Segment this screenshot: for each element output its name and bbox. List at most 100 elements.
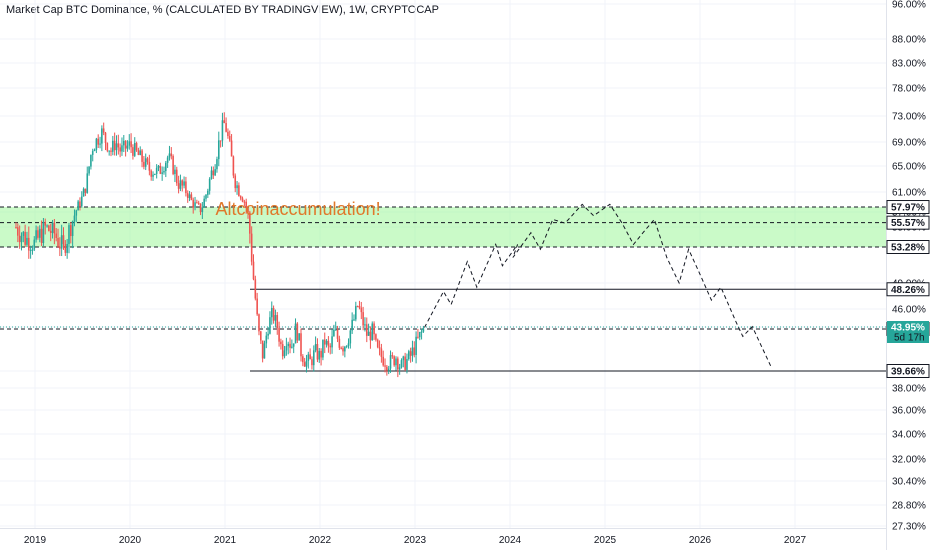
candle-body — [161, 172, 163, 174]
candle-body — [165, 162, 167, 172]
candle-body — [112, 140, 114, 152]
candle-body — [59, 246, 61, 249]
candle-body — [281, 344, 284, 357]
candle-body — [292, 343, 295, 347]
candle-body — [422, 328, 425, 332]
chart-title: Market Cap BTC Dominance, % (CALCULATED … — [6, 4, 439, 16]
candle-body — [387, 368, 390, 371]
projection-path — [424, 203, 772, 368]
candle-body — [285, 346, 288, 351]
candle-body — [29, 249, 32, 251]
candle-body — [132, 147, 134, 156]
candle-body — [68, 225, 70, 244]
candle-body — [287, 343, 290, 347]
candle-body — [168, 153, 171, 158]
candle-body — [369, 331, 372, 341]
candle-body — [409, 351, 412, 356]
candle-body — [243, 201, 246, 203]
candle-body — [143, 161, 145, 167]
candle-body — [227, 131, 229, 137]
candle-body — [75, 210, 78, 216]
candle-body — [35, 230, 37, 240]
candle-body — [110, 150, 112, 152]
candle-body — [124, 140, 127, 149]
candle-body — [269, 317, 271, 334]
level-tag — [886, 240, 930, 254]
accumulation-zone — [0, 207, 886, 247]
time-axis[interactable]: 2019 2020 2021 2022 2023 2024 2025 2026 2027 — [0, 528, 886, 550]
candle-body — [152, 174, 154, 177]
candle-body — [119, 147, 121, 152]
price-tick-label: 83.00% — [892, 59, 926, 70]
candle-body — [314, 344, 317, 351]
candle-body — [413, 347, 416, 355]
time-tick-label: 2019 — [24, 535, 47, 546]
candle-body — [17, 227, 19, 236]
candle-body — [186, 193, 189, 198]
price-tick-label: 65.00% — [892, 162, 926, 173]
candle-body — [199, 203, 202, 213]
candle-body — [219, 140, 222, 142]
candle-body — [190, 194, 193, 200]
time-tick-label: 2022 — [309, 535, 332, 546]
candle-body — [117, 143, 120, 148]
candle-body — [309, 354, 311, 360]
candle-body — [139, 150, 142, 155]
grid — [0, 0, 886, 528]
candle-body — [247, 207, 249, 213]
candle-body — [37, 230, 39, 238]
candle-body — [113, 140, 116, 151]
horizontal-levels — [0, 206, 886, 372]
candle-body — [144, 158, 147, 167]
candle-body — [115, 143, 118, 151]
candle-body — [360, 307, 363, 313]
candle-body — [303, 362, 306, 367]
candle-body — [417, 336, 419, 338]
candle-body — [325, 340, 328, 345]
candle-body — [183, 181, 185, 186]
time-axis-bg — [0, 528, 886, 550]
candle-body — [55, 233, 57, 239]
candle-body — [228, 136, 231, 141]
candle-body — [154, 173, 156, 175]
candle-body — [141, 150, 143, 162]
candle-body — [294, 323, 297, 344]
candle-body — [270, 307, 273, 318]
candle-body — [214, 169, 216, 176]
candle-body — [236, 185, 238, 189]
candle-body — [327, 340, 330, 346]
candle-body — [323, 339, 326, 345]
candle-body — [66, 243, 68, 253]
candle-body — [57, 238, 59, 247]
candle-body — [128, 141, 131, 146]
candle-body — [353, 319, 355, 321]
candle-body — [137, 150, 140, 155]
candle-body — [188, 194, 191, 198]
candle-body — [192, 199, 195, 208]
candle-body — [217, 140, 220, 160]
price-tick-label: 34.00% — [892, 430, 926, 441]
candle-body — [15, 227, 17, 228]
candle-body — [221, 120, 224, 141]
level-tag — [886, 282, 930, 297]
candle-body — [344, 346, 346, 352]
candle-body — [106, 142, 109, 151]
time-tick-label: 2025 — [594, 535, 617, 546]
candle-body — [230, 140, 233, 157]
candle-body — [375, 334, 377, 340]
candle-body — [203, 198, 205, 208]
candle-body — [355, 306, 357, 320]
candle-body — [280, 341, 282, 345]
candle-body — [38, 228, 41, 238]
candle-body — [263, 343, 266, 359]
candle-body — [73, 215, 76, 222]
price-axis[interactable]: 96.00% 88.00% 83.00% 78.00% 73.00% 69.00% 65.0… — [886, 0, 932, 550]
candle-body — [260, 331, 262, 341]
candle-body — [384, 365, 386, 367]
candle-body — [258, 314, 260, 332]
candle-body — [307, 354, 310, 361]
price-tick-label: 96.00% — [892, 0, 926, 11]
price-tick-label: 27.30% — [892, 522, 926, 533]
candle-body — [302, 356, 304, 363]
